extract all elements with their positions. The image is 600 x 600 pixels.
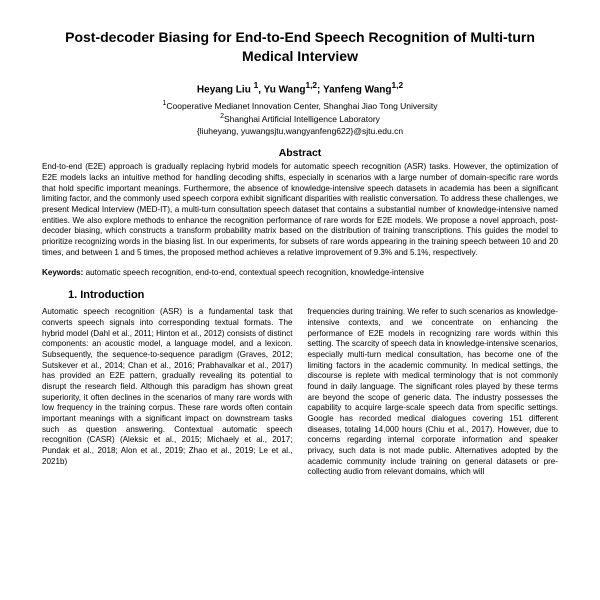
abstract-heading: Abstract — [42, 147, 558, 159]
section-1-heading: 1. Introduction — [68, 289, 558, 301]
body-columns: Automatic speech recognition (ASR) is a … — [42, 307, 558, 478]
affiliations: 1Cooperative Medianet Innovation Center,… — [42, 99, 558, 137]
paper-page: Post-decoder Biasing for End-to-End Spee… — [0, 0, 600, 478]
keywords-text: automatic speech recognition, end-to-end… — [83, 268, 424, 277]
paper-title: Post-decoder Biasing for End-to-End Spee… — [42, 28, 558, 66]
emails: {liuheyang, yuwangsjtu,wangyanfeng622}@s… — [197, 126, 403, 136]
abstract-text: End-to-end (E2E) approach is gradually r… — [42, 162, 558, 258]
affil-2: Shanghai Artificial Intelligence Laborat… — [224, 114, 380, 124]
affil-1: Cooperative Medianet Innovation Center, … — [166, 101, 437, 111]
keywords-line: Keywords: automatic speech recognition, … — [42, 268, 558, 277]
column-left: Automatic speech recognition (ASR) is a … — [42, 307, 293, 478]
keywords-label: Keywords: — [42, 268, 83, 277]
column-right: frequencies during training. We refer to… — [308, 307, 559, 478]
authors-line: Heyang Liu 1, Yu Wang1,2; Yanfeng Wang1,… — [42, 80, 558, 95]
